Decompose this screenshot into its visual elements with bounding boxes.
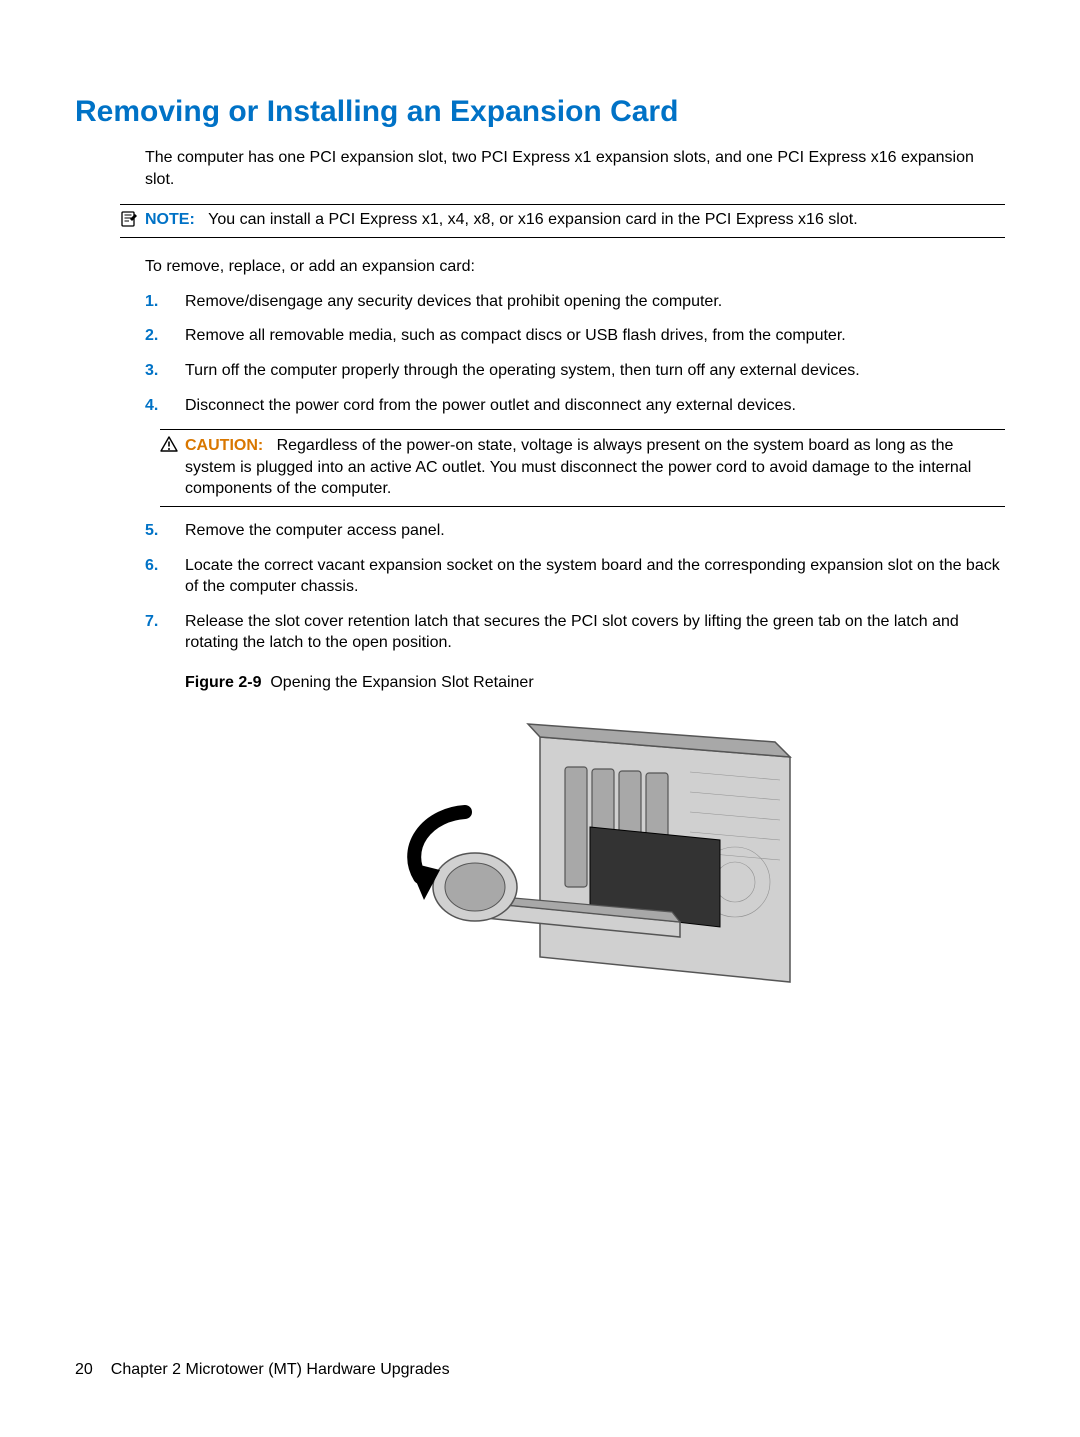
step-7: Release the slot cover retention latch t…	[145, 611, 1005, 1018]
figure-image	[185, 712, 1005, 1019]
step-text: Turn off the computer properly through t…	[185, 362, 860, 379]
step-text: Locate the correct vacant expansion sock…	[185, 557, 1000, 596]
intro-paragraph: The computer has one PCI expansion slot,…	[145, 147, 1005, 190]
step-text: Release the slot cover retention latch t…	[185, 613, 959, 652]
step-6: Locate the correct vacant expansion sock…	[145, 555, 1005, 598]
step-text: Remove the computer access panel.	[185, 522, 445, 539]
step-2: Remove all removable media, such as comp…	[145, 325, 1005, 347]
page-title: Removing or Installing an Expansion Card	[75, 95, 1005, 129]
step-text: Remove/disengage any security devices th…	[185, 293, 722, 310]
caution-content: CAUTION: Regardless of the power-on stat…	[185, 435, 1005, 500]
lead-line: To remove, replace, or add an expansion …	[145, 258, 1005, 276]
step-5: Remove the computer access panel.	[145, 520, 1005, 542]
note-text: You can install a PCI Express x1, x4, x8…	[208, 211, 858, 228]
note-content: NOTE: You can install a PCI Express x1, …	[145, 209, 1005, 231]
note-icon	[120, 209, 145, 231]
figure-svg	[380, 712, 810, 1012]
steps-list: Remove/disengage any security devices th…	[145, 291, 1005, 1018]
figure-label: Figure 2-9 Opening the Expansion Slot Re…	[185, 672, 1005, 694]
note-callout: NOTE: You can install a PCI Express x1, …	[120, 204, 1005, 238]
step-3: Turn off the computer properly through t…	[145, 360, 1005, 382]
figure-number: Figure 2-9	[185, 674, 261, 691]
page: Removing or Installing an Expansion Card…	[0, 0, 1080, 1437]
step-text: Disconnect the power cord from the power…	[185, 397, 796, 414]
note-label: NOTE:	[145, 211, 195, 228]
step-4: Disconnect the power cord from the power…	[145, 395, 1005, 507]
chapter-label: Chapter 2 Microtower (MT) Hardware Upgra…	[111, 1361, 450, 1378]
step-1: Remove/disengage any security devices th…	[145, 291, 1005, 313]
figure-caption: Opening the Expansion Slot Retainer	[270, 674, 533, 691]
caution-callout: CAUTION: Regardless of the power-on stat…	[160, 429, 1005, 507]
caution-text: Regardless of the power-on state, voltag…	[185, 437, 971, 497]
caution-label: CAUTION:	[185, 437, 263, 454]
page-footer: 20 Chapter 2 Microtower (MT) Hardware Upg…	[75, 1361, 450, 1379]
page-number: 20	[75, 1361, 93, 1378]
step-text: Remove all removable media, such as comp…	[185, 327, 846, 344]
caution-icon	[160, 435, 185, 500]
body-content: The computer has one PCI expansion slot,…	[145, 147, 1005, 1018]
